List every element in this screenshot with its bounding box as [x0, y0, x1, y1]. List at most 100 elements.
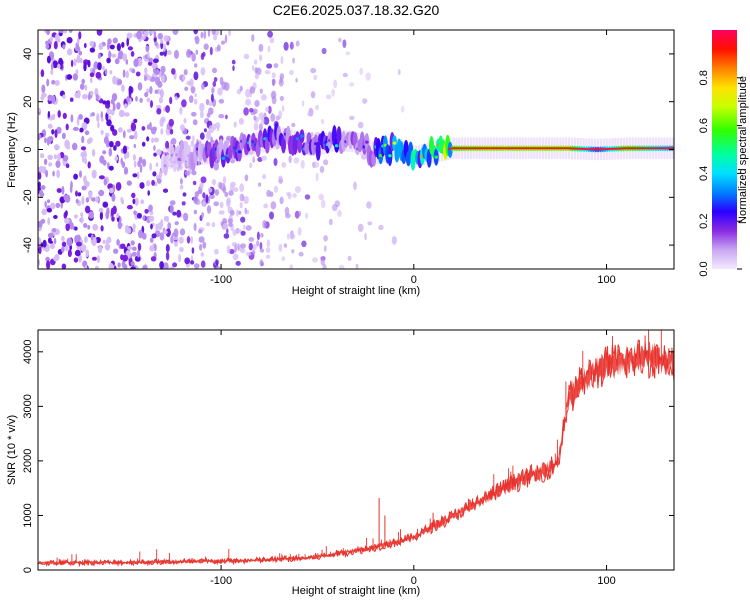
noise-speckle [207, 187, 213, 193]
noise-speckle [42, 208, 45, 215]
colorbar-tick-label: 0.2 [698, 214, 710, 229]
noise-speckle [106, 57, 111, 64]
noise-speckle [61, 263, 67, 269]
noise-speckle [190, 260, 195, 265]
ridge-hot-spot [365, 140, 369, 144]
noise-speckle [326, 94, 332, 100]
noise-speckle [301, 100, 305, 107]
noise-speckle [322, 263, 327, 269]
noise-speckle [62, 44, 66, 50]
noise-speckle [61, 246, 65, 253]
noise-speckle [192, 135, 195, 142]
noise-speckle [154, 41, 158, 47]
noise-speckle [144, 75, 147, 82]
noise-speckle [53, 256, 57, 262]
noise-speckle [84, 236, 88, 243]
noise-speckle [56, 126, 62, 134]
noise-speckle [304, 194, 311, 200]
noise-speckle [89, 40, 94, 47]
noise-speckle [240, 216, 246, 223]
noise-speckle [203, 30, 207, 40]
noise-speckle [355, 263, 359, 269]
noise-speckle [245, 225, 252, 231]
ridge-halo [302, 132, 305, 154]
noise-speckle [229, 209, 235, 216]
noise-speckle [108, 187, 114, 194]
noise-speckle [38, 237, 41, 244]
noise-speckle [176, 209, 182, 218]
noise-speckle [169, 266, 175, 269]
noise-speckle [75, 69, 79, 75]
noise-speckle [265, 254, 271, 259]
noise-speckle [233, 187, 239, 192]
noise-speckle [171, 68, 176, 75]
noise-speckle [65, 223, 70, 232]
noise-speckle [281, 256, 286, 262]
noise-speckle [121, 84, 125, 92]
noise-speckle [236, 228, 242, 233]
noise-speckle [193, 196, 199, 204]
noise-speckle [46, 136, 50, 146]
noise-speckle [198, 236, 205, 243]
noise-speckle [55, 160, 61, 169]
y-tick-label: 4000 [22, 340, 34, 364]
noise-speckle [67, 249, 72, 258]
noise-speckle [122, 53, 127, 62]
noise-speckle [192, 119, 198, 126]
noise-speckle [173, 228, 179, 238]
noise-speckle [292, 193, 297, 198]
noise-speckle [135, 71, 141, 77]
noise-speckle [64, 218, 70, 224]
noise-speckle [251, 65, 255, 71]
noise-speckle [137, 242, 142, 252]
noise-speckle [238, 117, 244, 125]
noise-speckle [266, 63, 273, 69]
noise-speckle [98, 208, 104, 213]
noise-speckle [224, 191, 229, 198]
noise-speckle [117, 127, 123, 133]
noise-speckle [193, 209, 198, 215]
snr-x-ticks: -100 0 100 [210, 330, 616, 587]
noise-speckle [149, 237, 154, 243]
noise-speckle [160, 116, 166, 123]
noise-speckle [135, 96, 138, 102]
noise-speckle [54, 80, 60, 86]
noise-speckle [203, 128, 207, 133]
noise-speckle [295, 77, 298, 83]
noise-speckle [183, 69, 188, 76]
noise-speckle [134, 197, 139, 206]
noise-speckle [50, 202, 56, 210]
noise-speckle [254, 73, 259, 80]
noise-speckle [267, 105, 272, 114]
noise-speckle [213, 77, 218, 82]
noise-speckle [246, 209, 249, 215]
noise-speckle [195, 49, 199, 55]
noise-speckle [199, 102, 205, 112]
y-tick-label: 1000 [22, 503, 34, 527]
noise-speckle [113, 248, 119, 254]
noise-speckle [102, 201, 109, 208]
noise-speckle [200, 110, 204, 119]
noise-speckle [243, 107, 249, 116]
noise-speckle [131, 192, 136, 199]
noise-speckle [40, 69, 45, 78]
noise-speckle [99, 211, 103, 220]
noise-speckle [269, 191, 274, 198]
noise-speckle [86, 138, 92, 145]
noise-speckle [121, 161, 126, 168]
noise-speckle [252, 244, 257, 251]
noise-speckle [244, 174, 249, 182]
noise-speckle [71, 142, 78, 151]
noise-speckle [179, 106, 183, 115]
noise-speckle [76, 234, 81, 242]
noise-speckle [169, 96, 173, 105]
noise-speckle [97, 53, 102, 59]
ridge-core-line [448, 147, 674, 151]
noise-speckle [81, 185, 87, 191]
noise-speckle [275, 115, 279, 121]
noise-speckle [126, 180, 132, 186]
noise-speckle [69, 97, 74, 102]
noise-speckle [111, 53, 117, 58]
noise-speckle [170, 138, 177, 145]
noise-speckle [45, 43, 50, 50]
